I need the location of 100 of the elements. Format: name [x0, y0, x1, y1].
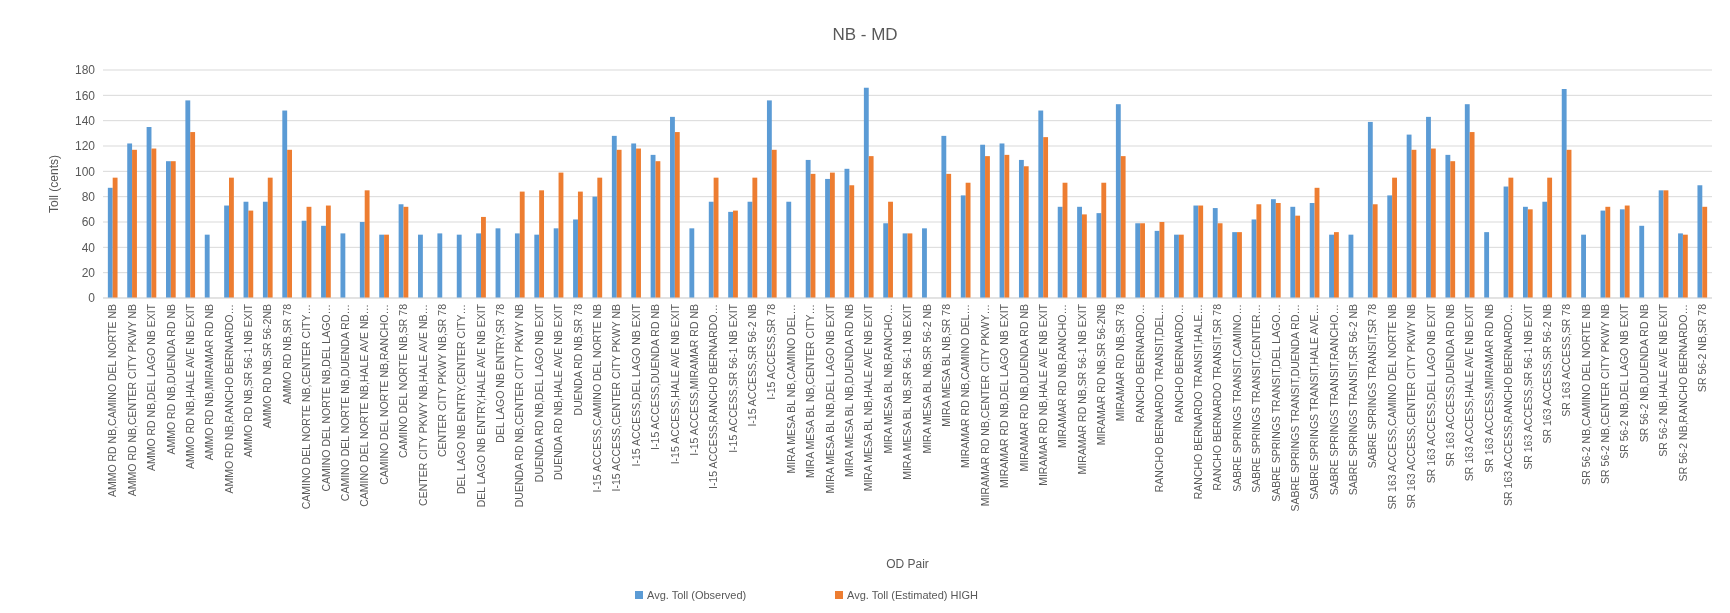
bar [922, 228, 927, 298]
bar [379, 234, 385, 298]
bar [321, 225, 326, 298]
x-tick-label: DUENDA RD NB,DEL LAGO NB EXIT [532, 303, 545, 483]
bar [1178, 234, 1184, 298]
x-tick-label: DUENDA RD NB,HALE AVE NB EXIT [552, 303, 565, 481]
y-tick-label: 140 [74, 113, 96, 128]
bar [287, 149, 293, 298]
x-tick-label: SR 56-2 NB,DEL LAGO NB EXIT [1618, 303, 1631, 459]
bar [941, 135, 947, 298]
bar [151, 148, 157, 298]
bar [1120, 156, 1126, 298]
x-tick-label: CAMINO DEL NORTE NB,DUENDA RD… [338, 304, 351, 502]
bar [728, 211, 734, 298]
y-tick-label: 0 [88, 291, 96, 306]
bar [825, 178, 830, 298]
x-tick-label: SABRE SPRINGS TRANSIT,HALE AVE… [1308, 304, 1321, 500]
bar [1140, 223, 1145, 298]
bar [190, 132, 196, 298]
bar [456, 234, 462, 298]
x-tick-label: MIRAMAR RD NB,RANCHO… [1056, 304, 1069, 449]
y-tick-label: 180 [74, 63, 96, 78]
bar [616, 149, 622, 298]
x-tick-label: RANCHO BERNARDO… [1133, 304, 1146, 423]
bar [733, 210, 738, 298]
bar [1237, 232, 1242, 298]
bar [267, 177, 273, 298]
bar [577, 191, 583, 298]
bar [514, 233, 520, 298]
bar [1469, 132, 1475, 298]
bar [107, 187, 113, 298]
bar [1004, 154, 1010, 298]
bar [771, 149, 777, 298]
bar [1702, 206, 1708, 298]
bar [1527, 209, 1533, 298]
bar [1619, 209, 1625, 298]
x-tick-label: SR 163 ACCESS,CAMINO DEL NORTE NB [1385, 304, 1398, 510]
bar [1508, 177, 1514, 298]
x-tick-label: I-15 ACCESS,MIRAMAR RD NB [687, 304, 700, 456]
bar [1295, 215, 1301, 298]
bar [1430, 148, 1436, 298]
x-tick-label: AMMO RD NB,SR 56-2NB [261, 304, 274, 429]
bar [965, 182, 971, 298]
y-tick-label: 80 [81, 189, 96, 204]
x-tick-label: MIRA MESA BL NB,DUENDA RD NB [843, 304, 856, 477]
x-tick-label: CAMINO DEL NORTE NB,DEL LAGO… [319, 304, 332, 492]
x-tick-label: AMMO RD NB,CENTER CITY PKWY NB [125, 304, 138, 497]
bar [1193, 205, 1199, 298]
x-tick-label: SR 163 ACCESS,DUENDA RD NB [1443, 304, 1456, 467]
bar [340, 233, 346, 298]
bar [1023, 166, 1029, 298]
x-tick-label: SR 56-2 NB,RANCHO BERNARDO… [1676, 304, 1689, 482]
bar [1678, 233, 1683, 298]
bar [752, 177, 758, 298]
bar [611, 135, 617, 298]
x-tick-label: CAMINO DEL NORTE NB,SR 78 [397, 303, 410, 459]
bar [1275, 203, 1281, 298]
bar [1547, 177, 1553, 298]
bar [384, 234, 389, 298]
bar [1639, 225, 1645, 298]
bar [1372, 204, 1378, 298]
x-tick-label: SABRE SPRINGS TRANSIT,SR 56-2 NB [1347, 304, 1360, 496]
x-tick-label: SR 56-2 NB,CAMINO DEL NORTE NB [1579, 304, 1592, 485]
bar [1101, 182, 1107, 298]
x-tick-label: MIRA MESA BL NB,SR 56-1 NB EXIT [901, 303, 914, 480]
bar [1309, 203, 1315, 298]
y-tick-label: 100 [74, 164, 96, 179]
bar [1658, 190, 1664, 298]
x-tick-label: I-15 ACCESS,CENTER CITY PKWY NB [610, 304, 623, 492]
bar [573, 219, 578, 298]
bar [1018, 159, 1024, 298]
x-tick-label: MIRAMAR RD NB,SR 56-2NB [1095, 304, 1108, 446]
x-tick-label: SABRE SPRINGS TRANSIT,CENTER… [1250, 304, 1263, 493]
bar [980, 144, 986, 298]
x-tick-label: AMMO RD NB,HALE AVE NB EXIT [183, 303, 196, 469]
x-tick-label: I-15 ACCESS,HALE AVE NB EXIT [668, 303, 681, 465]
bar [403, 206, 409, 298]
x-tick-label: CENTER CITY PKWY NB,HALE AVE NB… [416, 304, 429, 506]
x-tick-label: SR 163 ACCESS,SR 56-1 NB EXIT [1521, 303, 1534, 470]
x-tick-label: MIRAMAR RD NB,SR 78 [1114, 303, 1127, 422]
bar [1154, 230, 1160, 298]
bar [868, 156, 874, 298]
bar [1333, 232, 1339, 298]
x-tick-label: DEL LAGO NB ENTRY,SR 78 [494, 303, 507, 443]
bar [1290, 206, 1296, 298]
bar [1697, 185, 1703, 298]
x-tick-label: SR 56-2 NB,HALE AVE NB EXIT [1657, 303, 1670, 457]
bar [185, 100, 191, 298]
x-tick-label: AMMO RD NB,RANCHO BERNARDO… [222, 304, 235, 494]
bar [1387, 195, 1393, 298]
x-tick-label: DUENDA RD NB,SR 78 [571, 303, 584, 416]
bar [229, 177, 234, 298]
bar [364, 190, 370, 298]
bar [1043, 137, 1049, 298]
bar [985, 156, 990, 298]
bar [127, 143, 133, 298]
x-tick-label: AMMO RD NB,SR 56-1 NB EXIT [242, 303, 255, 458]
bar [1484, 232, 1490, 298]
bar [829, 172, 835, 298]
bar [1624, 205, 1630, 298]
